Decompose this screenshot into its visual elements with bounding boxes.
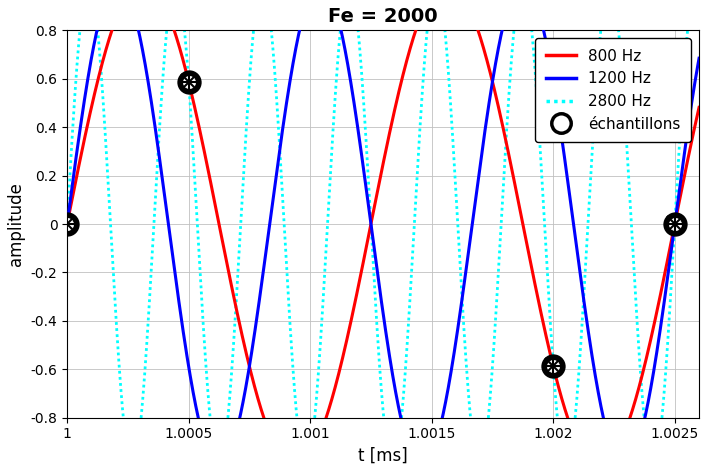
Legend: 800 Hz, 1200 Hz, 2800 Hz, échantillons: 800 Hz, 1200 Hz, 2800 Hz, échantillons [535,38,691,142]
X-axis label: t [ms]: t [ms] [358,447,408,465]
Title: Fe = 2000: Fe = 2000 [328,7,438,26]
Y-axis label: amplitude: amplitude [7,182,25,266]
